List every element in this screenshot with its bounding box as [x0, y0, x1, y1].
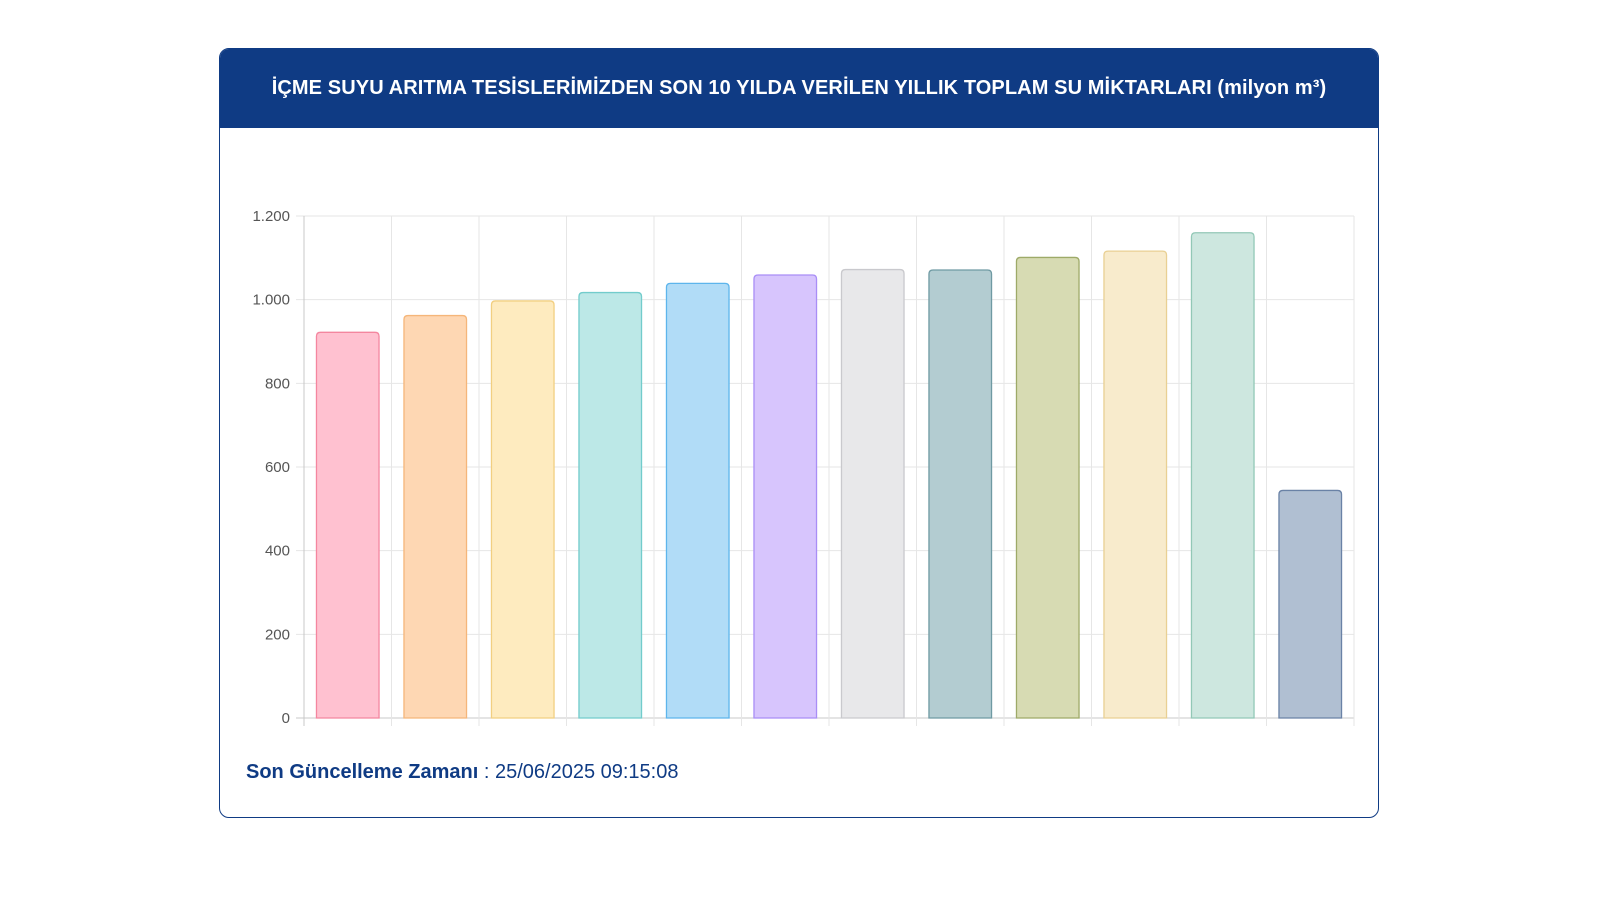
- y-tick-label: 200: [265, 626, 290, 643]
- bar-2014: [315, 331, 380, 719]
- y-tick-label: 1.200: [252, 208, 290, 225]
- bar-2015: [403, 314, 468, 719]
- bars: [315, 232, 1343, 719]
- y-tick-label: 1.000: [252, 292, 290, 309]
- y-tick-label: 800: [265, 375, 290, 392]
- chart-title: İÇME SUYU ARITMA TESİSLERİMİZDEN SON 10 …: [220, 49, 1378, 128]
- axes: 02004006008001.0001.20020142015201620172…: [252, 208, 290, 727]
- bar-2019: [753, 274, 818, 719]
- chart-area: 02004006008001.0001.20020142015201620172…: [220, 128, 1378, 728]
- bar-2025: [1278, 489, 1343, 719]
- last-update-label: Son Güncelleme Zamanı: [246, 761, 479, 783]
- last-update-value: 25/06/2025 09:15:08: [494, 761, 679, 783]
- y-tick-label: 0: [282, 710, 290, 727]
- bar-2022: [1015, 256, 1080, 719]
- bar-2020: [840, 268, 905, 719]
- bar-2021: [928, 269, 993, 719]
- bar-2016: [490, 300, 555, 719]
- chart-card: İÇME SUYU ARITMA TESİSLERİMİZDEN SON 10 …: [219, 48, 1379, 818]
- y-tick-label: 600: [265, 459, 290, 476]
- bar-2017: [578, 291, 643, 719]
- last-update-separator: :: [478, 761, 495, 783]
- grid-lines: [296, 215, 1355, 726]
- last-update: Son Güncelleme Zamanı : 25/06/2025 09:15…: [246, 761, 678, 784]
- bar-2024: [1190, 232, 1255, 719]
- bar-2023: [1103, 250, 1168, 719]
- y-tick-label: 400: [265, 543, 290, 560]
- bar-2018: [665, 282, 730, 719]
- bar-chart: 02004006008001.0001.20020142015201620172…: [252, 208, 1355, 727]
